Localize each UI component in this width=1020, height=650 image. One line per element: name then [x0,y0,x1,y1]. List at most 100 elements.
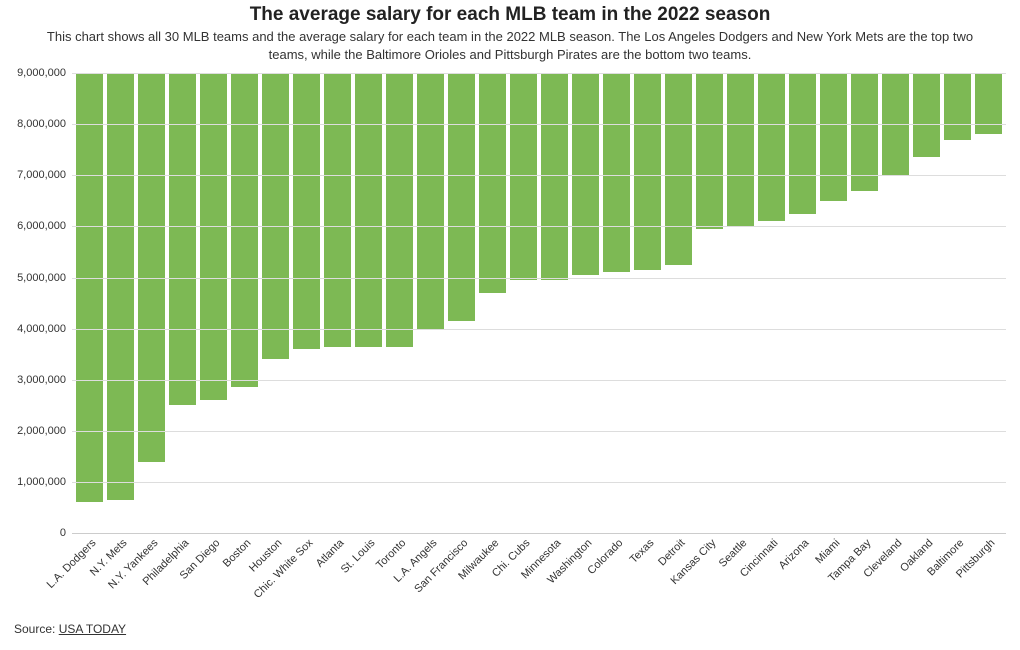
chart-area: 01,000,0002,000,0003,000,0004,000,0005,0… [14,73,1006,533]
grid-line [72,278,1006,279]
bar-slot [479,73,506,533]
bar-slot [76,73,103,533]
x-label-slot: San Diego [200,533,227,613]
grid-line [72,175,1006,176]
bar [975,73,1002,134]
bar [479,73,506,293]
y-tick-label: 2,000,000 [17,425,66,437]
bar-slot [138,73,165,533]
bar-slot [107,73,134,533]
chart-container: The average salary for each MLB team in … [0,0,1020,650]
bar [231,73,258,387]
x-tick-label: Miami [813,537,842,566]
bar [138,73,165,461]
grid-line [72,73,1006,74]
y-tick-label: 6,000,000 [17,220,66,232]
bar [448,73,475,321]
bar-slot [417,73,444,533]
bar-slot [324,73,351,533]
grid-line [72,380,1006,381]
bar-slot [944,73,971,533]
x-label-slot: Pittsburgh [975,533,1002,613]
bar [820,73,847,201]
bar-slot [603,73,630,533]
bar-slot [975,73,1002,533]
bar [76,73,103,502]
bar-slot [355,73,382,533]
bar [851,73,878,191]
bar-slot [727,73,754,533]
grid-line [72,226,1006,227]
bar [386,73,413,346]
y-tick-label: 9,000,000 [17,67,66,79]
bar-slot [231,73,258,533]
x-label-slot: Colorado [603,533,630,613]
bar [696,73,723,229]
bar-slot [820,73,847,533]
bar [169,73,196,405]
grid-line [72,431,1006,432]
bar [107,73,134,500]
bar-slot [169,73,196,533]
source-prefix: Source: [14,622,59,636]
y-axis: 01,000,0002,000,0003,000,0004,000,0005,0… [14,73,72,533]
bar-slot [913,73,940,533]
y-tick-label: 8,000,000 [17,118,66,130]
bar [572,73,599,275]
bar [913,73,940,157]
x-tick-label: Texas [627,537,656,566]
bar-slot [634,73,661,533]
x-label-slot: Arizona [789,533,816,613]
y-tick-label: 3,000,000 [17,374,66,386]
source-link[interactable]: USA TODAY [59,622,126,636]
y-tick-label: 4,000,000 [17,323,66,335]
bar [510,73,537,280]
grid-line [72,482,1006,483]
bar [603,73,630,272]
bar [355,73,382,346]
bar [417,73,444,329]
bar [665,73,692,265]
y-tick-label: 5,000,000 [17,272,66,284]
bar-slot [758,73,785,533]
bar-slot [386,73,413,533]
bar-slot [789,73,816,533]
x-label-slot: Chic. White Sox [293,533,320,613]
bar-slot [293,73,320,533]
bar [324,73,351,346]
bar-slot [262,73,289,533]
bar-slot [696,73,723,533]
grid-line [72,329,1006,330]
x-label-slot: Texas [634,533,661,613]
plot-area [72,73,1006,533]
chart-subtitle: This chart shows all 30 MLB teams and th… [30,28,990,63]
x-axis-labels: L.A. DodgersN.Y. MetsN.Y. YankeesPhilade… [72,533,1006,613]
y-tick-label: 7,000,000 [17,169,66,181]
bars-group [72,73,1006,533]
source-attribution: Source: USA TODAY [14,622,126,636]
bar-slot [665,73,692,533]
bar-slot [572,73,599,533]
chart-title: The average salary for each MLB team in … [14,4,1006,26]
bar-slot [200,73,227,533]
x-label-slot: Cincinnati [758,533,785,613]
bar-slot [851,73,878,533]
bar-slot [541,73,568,533]
bar [789,73,816,214]
bar [541,73,568,280]
bar-slot [448,73,475,533]
bar [200,73,227,400]
x-label-slot: St. Louis [355,533,382,613]
bar [293,73,320,349]
grid-line [72,124,1006,125]
x-label-slot: Kansas City [696,533,723,613]
y-tick-label: 1,000,000 [17,476,66,488]
bar-slot [510,73,537,533]
bar-slot [882,73,909,533]
bar [634,73,661,270]
bar [727,73,754,226]
y-tick-label: 0 [60,527,66,539]
bar [262,73,289,359]
bar [944,73,971,139]
x-tick-label: L.A. Dodgers [44,537,98,591]
